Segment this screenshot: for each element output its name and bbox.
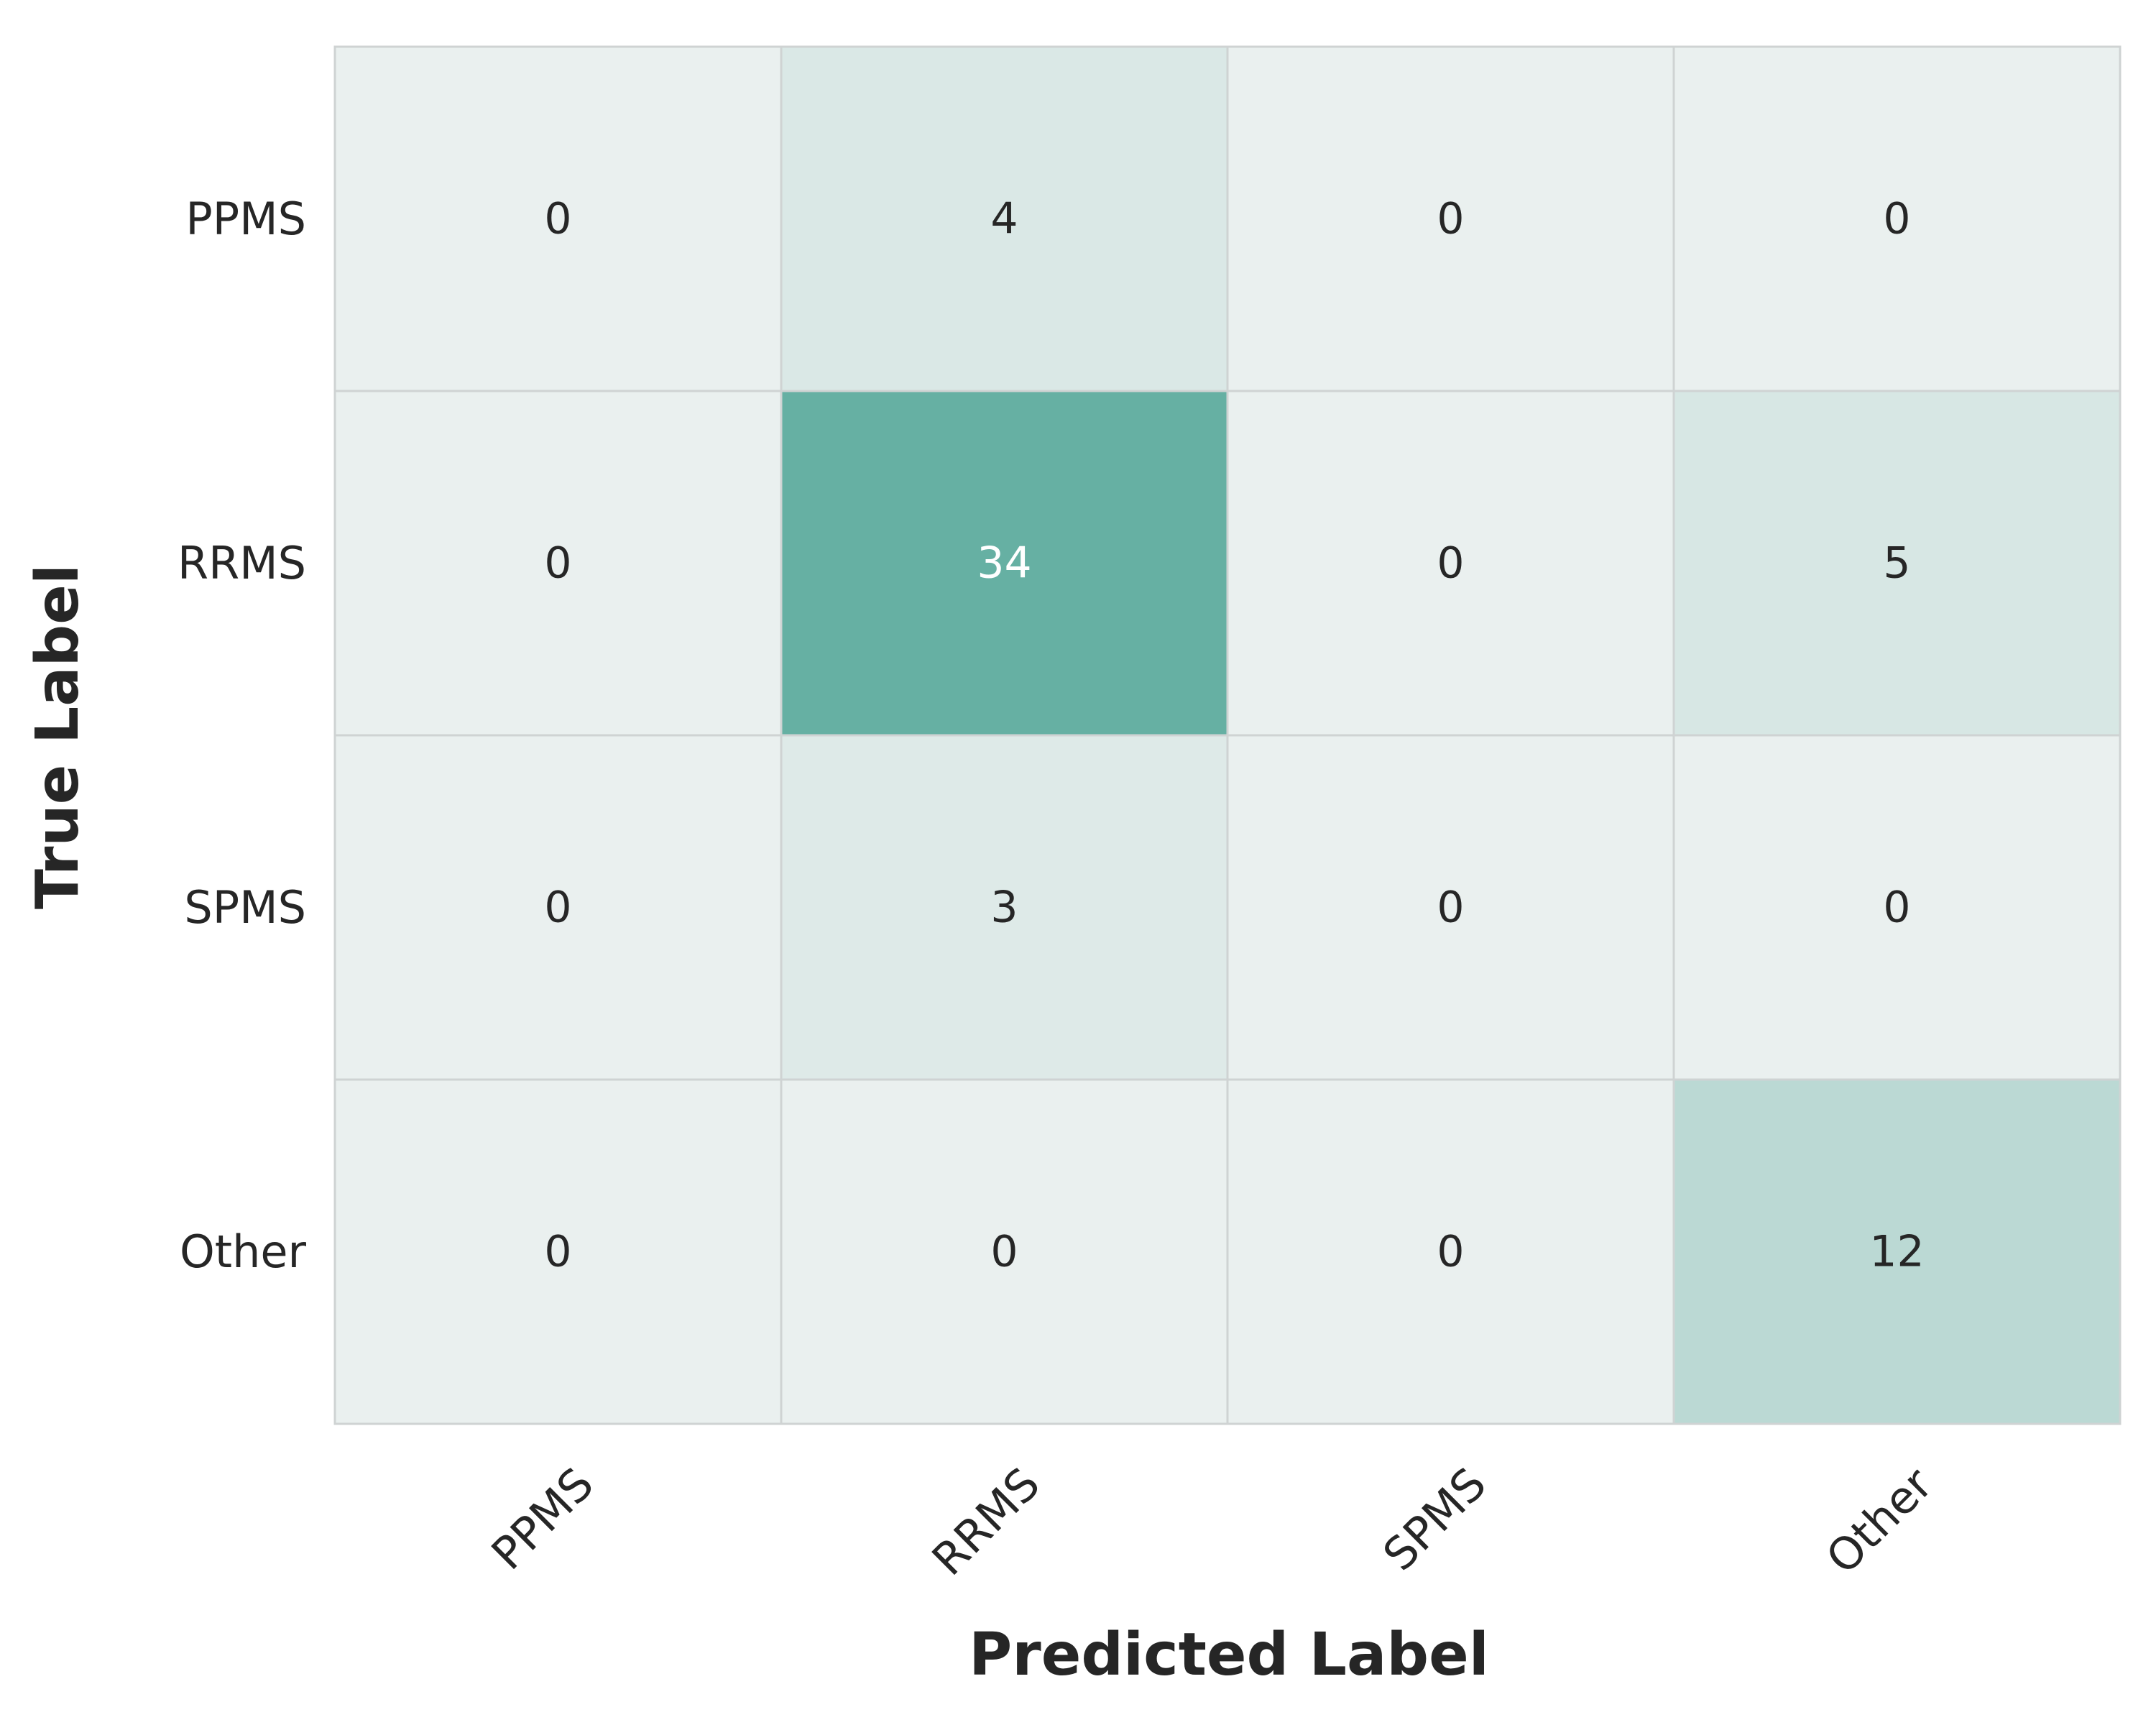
x-tick-label: Other: [1816, 1457, 1943, 1583]
heatmap-cell-ppms-other: [1672, 45, 2122, 392]
heatmap-cell-rrms-ppms: [333, 390, 783, 737]
heatmap-cell-spms-rrms: [780, 734, 1229, 1081]
cell-value-label: 5: [1883, 538, 1910, 589]
heatmap-cell-labels: 0 4 0 0 0 34 0 5 0 3 0 0 0 0 0 12: [544, 194, 1924, 1277]
cell-value-label: 0: [1883, 883, 1910, 933]
cell-value-label: 0: [990, 1227, 1018, 1277]
cell-value-label: 3: [990, 883, 1018, 933]
cell-value-label: 0: [1437, 194, 1464, 244]
x-axis-tick-labels: PPMS RRMS SPMS Other: [482, 1457, 1943, 1586]
cell-value-label: 4: [990, 194, 1018, 244]
y-axis-tick-labels: PPMS RRMS SPMS Other: [178, 193, 307, 1278]
cell-value-label: 0: [1437, 1227, 1464, 1277]
y-tick-label: Other: [180, 1225, 307, 1278]
heatmap-cell-ppms-rrms: [780, 45, 1229, 392]
y-axis-title: True Label: [24, 564, 92, 909]
cell-value-label: 0: [544, 1227, 571, 1277]
x-tick-label: PPMS: [482, 1458, 604, 1580]
x-tick-label: RRMS: [922, 1458, 1050, 1586]
cell-value-label: 0: [1437, 538, 1464, 589]
heatmap-cell-rrms-rrms: [780, 390, 1229, 737]
cell-value-label: 0: [544, 194, 571, 244]
x-axis-title: Predicted Label: [969, 1621, 1489, 1689]
heatmap-cell-rrms-other: [1672, 390, 2122, 737]
cell-value-label: 0: [1883, 194, 1910, 244]
y-tick-label: PPMS: [185, 193, 306, 245]
cell-value-label: 0: [544, 538, 571, 589]
heatmap-cells: [333, 45, 2122, 1425]
x-tick-label: SPMS: [1373, 1458, 1496, 1581]
cell-value-label: 12: [1869, 1227, 1924, 1277]
cell-value-label: 0: [544, 883, 571, 933]
heatmap-cell-rrms-spms: [1226, 390, 1675, 737]
heatmap-cell-ppms-ppms: [333, 45, 783, 392]
heatmap-cell-other-spms: [1226, 1078, 1675, 1425]
heatmap-cell-spms-other: [1672, 734, 2122, 1081]
y-tick-label: SPMS: [184, 881, 306, 934]
y-tick-label: RRMS: [178, 537, 306, 589]
heatmap-cell-ppms-spms: [1226, 45, 1675, 392]
heatmap-cell-other-other: [1672, 1078, 2122, 1425]
cell-value-label: 0: [1437, 883, 1464, 933]
heatmap-cell-other-ppms: [333, 1078, 783, 1425]
cell-value-label: 34: [977, 538, 1031, 589]
heatmap-cell-other-rrms: [780, 1078, 1229, 1425]
